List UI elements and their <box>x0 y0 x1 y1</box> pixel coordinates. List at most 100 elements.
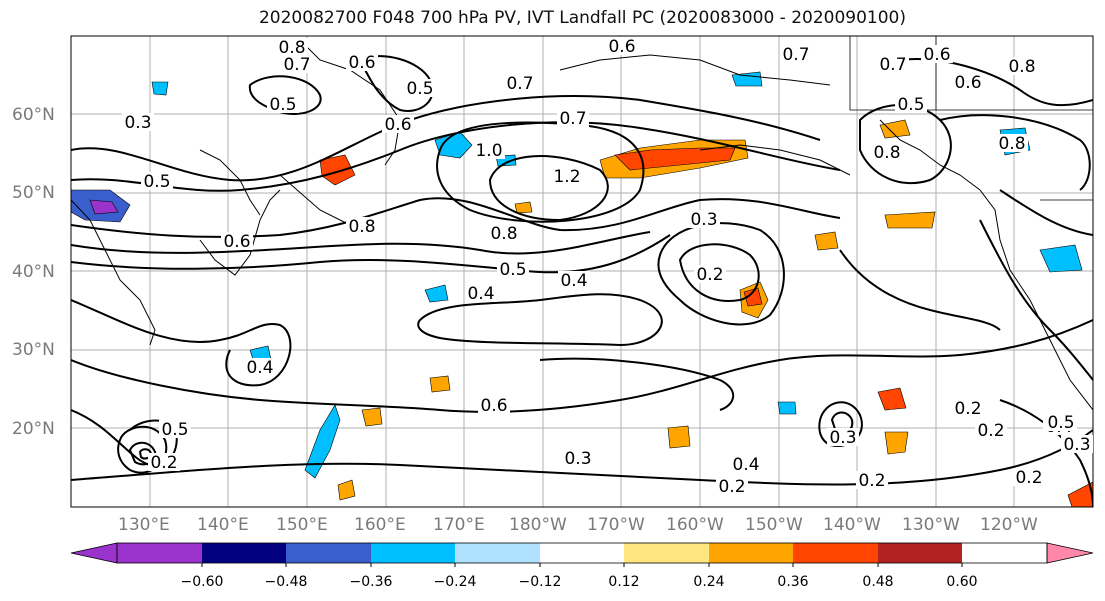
contour-label-bg <box>281 55 313 73</box>
pv-contours <box>71 55 1093 507</box>
anomaly-patch <box>319 154 356 186</box>
borders <box>849 36 1093 201</box>
lat-label: 30°N <box>12 340 55 360</box>
contour-label: 0.3 <box>564 449 591 469</box>
contour-label-bg <box>141 172 173 190</box>
contour-label-bg <box>1013 468 1045 486</box>
contour-label-bg <box>267 95 299 113</box>
anomaly-patch <box>424 284 449 303</box>
contour-label: 0.4 <box>246 358 273 378</box>
contour-label-bg <box>716 477 748 495</box>
colorbar-segment <box>878 543 962 563</box>
anomaly-patch <box>1039 244 1083 273</box>
contour-label-bg <box>159 420 191 438</box>
contour-label: 0.5 <box>406 79 433 99</box>
colorbar-tick-label: −0.12 <box>518 574 562 590</box>
colorbar-segment <box>709 543 793 563</box>
contour-label: 0.6 <box>480 396 507 416</box>
contour-label-bg <box>244 358 276 376</box>
contour-label: 0.5 <box>269 95 296 115</box>
colorbar-tick-label: 0.48 <box>862 574 894 590</box>
anomaly-patch <box>884 211 936 229</box>
lon-label: 180°W <box>509 515 567 535</box>
anomaly-patch <box>743 287 763 307</box>
contour-label: 0.6 <box>954 73 981 93</box>
contour-label: 0.2 <box>150 453 177 473</box>
colorbar-tick-label: 0.36 <box>777 574 809 590</box>
contour-label: 0.7 <box>506 74 533 94</box>
contour-label: 0.2 <box>696 265 723 285</box>
anomaly-patch <box>731 71 763 87</box>
anomaly-patch <box>884 431 909 455</box>
contour-label: 0.7 <box>782 45 809 65</box>
contour-label: 0.7 <box>879 55 906 75</box>
map-gridlines <box>71 36 1093 507</box>
contour-label-bg <box>557 109 589 127</box>
anomaly-patch <box>337 479 356 501</box>
contour-label-bg <box>730 455 762 473</box>
colorbar-tick-label: 0.24 <box>693 574 725 590</box>
colorbar-tick-label: −0.36 <box>349 574 393 590</box>
contour-label-bg <box>478 396 510 414</box>
contour-label: 0.2 <box>954 399 981 419</box>
contour-label-bg <box>488 224 520 242</box>
lon-label: 160°W <box>666 515 724 535</box>
contour-label: 0.6 <box>223 232 250 252</box>
contour-label-bg <box>780 45 812 63</box>
coastlines <box>71 39 1093 411</box>
colorbar-tick-label: −0.24 <box>433 574 477 590</box>
anomaly-patch <box>514 201 533 214</box>
lat-label: 20°N <box>12 419 55 439</box>
colorbar-tick-label: −0.48 <box>264 574 308 590</box>
lat-label: 60°N <box>12 105 55 125</box>
lon-label: 170°E <box>433 515 485 535</box>
anomaly-patch <box>89 199 119 215</box>
colorbar-segment <box>624 543 709 563</box>
contour-label-bg <box>688 210 720 228</box>
contour-label: 0.3 <box>124 113 151 133</box>
contour-label-bg <box>473 141 505 159</box>
contour-label-bg <box>346 217 378 235</box>
contour-label-bg <box>551 167 583 185</box>
contour-label: 0.2 <box>858 471 885 491</box>
contour-label-bg <box>346 53 378 71</box>
contour-label: 0.5 <box>143 172 170 192</box>
colorbar-segment <box>286 543 371 563</box>
colorbar-tick-label: 0.12 <box>608 574 640 590</box>
contour-label-bg <box>1061 435 1093 453</box>
map-title: 2020082700 F048 700 hPa PV, IVT Landfall… <box>258 8 906 28</box>
lon-label: 150°W <box>745 515 803 535</box>
contour-label-bg <box>465 284 497 302</box>
anomaly-patch <box>877 387 907 411</box>
lat-label: 50°N <box>12 183 55 203</box>
colorbar-segment <box>540 543 624 563</box>
anomaly-patch <box>814 231 839 251</box>
contour-label-bg <box>871 143 903 161</box>
contour-label: 0.4 <box>560 271 587 291</box>
anomaly-patch <box>667 425 691 449</box>
contour-label-bg <box>221 232 253 250</box>
contour-label-bg <box>606 37 638 55</box>
colorbar-segment <box>117 543 202 563</box>
contour-label: 1.0 <box>475 141 502 161</box>
map-frame <box>70 35 1094 508</box>
colorbar-tick-label: 0.60 <box>946 574 978 590</box>
anomaly-patch <box>614 147 736 171</box>
contour-label-bg <box>975 421 1007 439</box>
contour-label-bg <box>558 271 590 289</box>
contour-label-bg <box>1045 413 1077 431</box>
contour-label-bg <box>504 74 536 92</box>
contour-label-bg <box>562 449 594 467</box>
contour-label: 0.8 <box>490 224 517 244</box>
contour-label: 0.5 <box>161 420 188 440</box>
contour-label: 0.5 <box>499 260 526 280</box>
contour-label-bg <box>122 113 154 131</box>
contour-label: 0.3 <box>1063 435 1090 455</box>
contour-label: 0.6 <box>384 115 411 135</box>
contour-label: 0.4 <box>467 284 494 304</box>
anomaly-patch <box>361 407 383 427</box>
contour-label-bg <box>921 45 953 63</box>
contour-label: 0.3 <box>690 210 717 230</box>
colorbar-extend-min <box>70 542 118 564</box>
contour-label-bg <box>382 115 414 133</box>
